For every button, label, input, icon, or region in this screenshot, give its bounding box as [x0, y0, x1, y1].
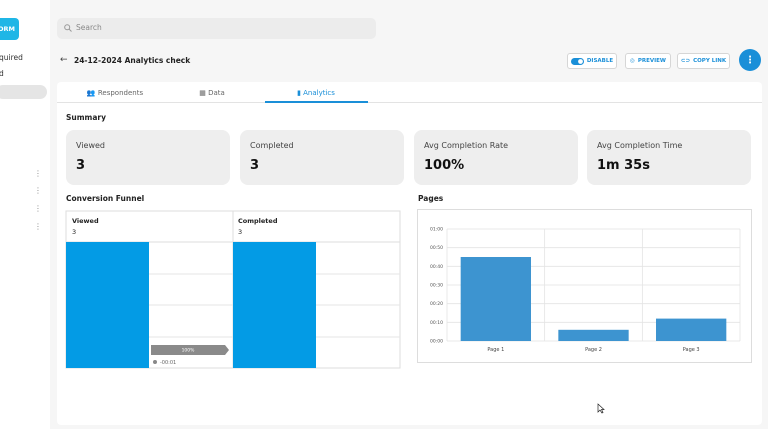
create-button[interactable]: ORM — [0, 18, 19, 40]
y-tick-label: 00:00 — [430, 339, 443, 345]
disable-button[interactable]: DISABLE — [567, 53, 617, 69]
card-label: Viewed — [76, 141, 105, 150]
stage-label: Completed — [238, 217, 278, 225]
button-label: DISABLE — [586, 58, 614, 64]
y-tick-label: 00:50 — [430, 245, 443, 251]
back-arrow[interactable]: ← — [60, 55, 68, 65]
card-label: Completed — [250, 141, 294, 150]
stage-label: Viewed — [72, 217, 99, 225]
y-tick-label: 00:20 — [430, 301, 443, 307]
button-label: PREVIEW — [637, 58, 666, 64]
more-icon[interactable]: ⋮ — [34, 222, 42, 231]
section-title: Summary — [66, 113, 107, 122]
copy-link-button[interactable]: ⊂⊃ COPY LINK — [677, 53, 730, 69]
cursor — [597, 403, 605, 414]
card-value: 100% — [424, 158, 465, 173]
y-tick-label: 00:30 — [430, 283, 443, 289]
y-tick-label: 00:40 — [430, 264, 443, 270]
conversion-rate: 100% — [182, 348, 196, 354]
search-box[interactable]: Search — [57, 18, 376, 39]
funnel-bar — [66, 242, 149, 368]
create-button-label: ORM — [0, 25, 15, 33]
y-tick-label: 00:10 — [430, 320, 443, 326]
x-tick-label: Page 2 — [585, 347, 602, 353]
stage-value: 3 — [72, 228, 76, 236]
x-tick-label: Page 3 — [683, 347, 700, 353]
card-value: 1m 35s — [597, 158, 650, 173]
tab-bar — [57, 84, 762, 103]
toggle-icon — [570, 57, 584, 65]
pages-chart: 00:00 00:10 00:20 00:30 00:40 00:50 01:00 Page … — [417, 209, 752, 363]
time-dot — [153, 360, 157, 364]
tab-underline — [265, 101, 368, 103]
conversion-arrow — [151, 345, 229, 355]
summary-card: Viewed 3 — [66, 130, 230, 185]
card-label: Avg Completion Time — [597, 141, 683, 150]
bar — [558, 329, 629, 341]
bar — [656, 318, 727, 341]
section-title: Conversion Funnel — [66, 194, 145, 203]
sidebar-item[interactable]: quired — [0, 53, 23, 62]
search-icon — [64, 24, 72, 32]
section-title: Pages — [418, 194, 444, 203]
x-tick-label: Page 1 — [487, 347, 504, 353]
card-value: 3 — [76, 158, 86, 173]
tab-label: Analytics — [303, 89, 335, 97]
funnel-chart: Viewed 3 Completed 3 100% -00:01 — [65, 210, 401, 369]
y-tick-label: 01:00 — [430, 227, 443, 233]
sidebar-item[interactable]: d — [0, 69, 4, 78]
stage-value: 3 — [238, 228, 242, 236]
summary-card: Avg Completion Rate 100% — [414, 130, 578, 185]
tab-active[interactable]: ▮ Analytics — [297, 89, 335, 97]
bar — [460, 257, 531, 341]
search-placeholder: Search — [76, 23, 102, 32]
more-icon[interactable]: ⋮ — [34, 204, 42, 213]
card-label: Avg Completion Rate — [424, 141, 509, 150]
funnel-bar — [233, 242, 316, 368]
link-icon: ⊂⊃ — [680, 58, 691, 64]
preview-button[interactable]: ◎ PREVIEW — [625, 53, 671, 69]
sidebar: ORM quired d ⋮ ⋮ ⋮ ⋮ — [0, 0, 50, 429]
tab[interactable]: 👥 Respondents — [86, 89, 144, 97]
tab-label: Data — [208, 89, 225, 97]
conversion-time: -00:01 — [160, 360, 176, 366]
more-button[interactable]: ⋮ — [739, 49, 761, 71]
eye-icon: ◎ — [630, 58, 635, 64]
tab[interactable]: ▦ Data — [199, 89, 225, 97]
button-label: COPY LINK — [693, 58, 727, 64]
more-icon[interactable]: ⋮ — [34, 186, 42, 195]
tab-label: Respondents — [97, 89, 144, 97]
more-icon[interactable]: ⋮ — [34, 169, 42, 178]
summary-card: Completed 3 — [240, 130, 404, 185]
card-value: 3 — [250, 158, 260, 173]
summary-card: Avg Completion Time 1m 35s — [587, 130, 751, 185]
sidebar-selected[interactable] — [0, 85, 47, 99]
page-title: 24-12-2024 Analytics check — [74, 56, 191, 65]
